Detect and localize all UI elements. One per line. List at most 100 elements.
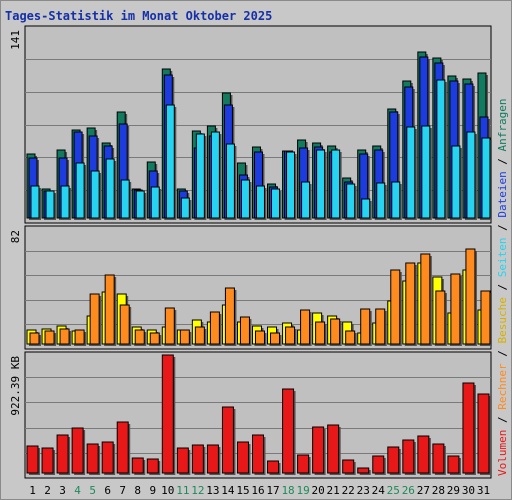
x-tick-label: 21 (327, 484, 340, 497)
legend-entry: / (496, 410, 509, 430)
x-tick-label: 31 (477, 484, 490, 497)
legend-entry: Seiten (496, 238, 509, 278)
x-tick-label: 17 (266, 484, 279, 497)
bar-seiten-day-22 (346, 183, 356, 219)
bar-volumen-day-25 (387, 446, 400, 474)
bar-rechner-day-29 (450, 273, 461, 345)
legend-entry: Besuche (496, 297, 509, 343)
bar-rechner-day-5 (89, 293, 100, 345)
bar-volumen-day-26 (402, 439, 415, 474)
bar-seiten-day-31 (481, 137, 491, 219)
bar-seiten-day-27 (421, 125, 431, 219)
x-tick-label: 11 (176, 484, 189, 497)
x-tick-label: 16 (251, 484, 264, 497)
bar-seiten-day-29 (451, 145, 461, 219)
bar-rechner-day-9 (149, 332, 160, 345)
x-tick-label: 28 (432, 484, 445, 497)
bar-volumen-day-4 (71, 427, 84, 474)
x-tick-label: 25 (387, 484, 400, 497)
bar-rechner-day-25 (390, 269, 401, 345)
x-tick-label: 30 (462, 484, 475, 497)
bar-seiten-day-5 (90, 170, 100, 219)
bar-rechner-day-24 (375, 308, 386, 345)
x-tick-label: 12 (191, 484, 204, 497)
bar-seiten-day-8 (135, 190, 145, 219)
page-title: Tages-Statistik im Monat Oktober 2025 (5, 9, 273, 23)
legend-entry: / (496, 151, 509, 171)
bar-rechner-day-6 (104, 274, 115, 345)
x-tick-label: 6 (104, 484, 111, 497)
bar-seiten-day-7 (120, 179, 130, 219)
bar-seiten-day-15 (240, 179, 250, 219)
bar-seiten-day-28 (436, 79, 446, 219)
x-tick-label: 10 (161, 484, 174, 497)
bar-seiten-day-9 (150, 186, 160, 219)
bar-rechner-day-28 (435, 290, 446, 345)
bar-seiten-day-14 (225, 143, 235, 219)
bar-volumen-day-23 (357, 467, 370, 474)
bar-rechner-day-31 (480, 290, 491, 345)
x-tick-label: 9 (149, 484, 156, 497)
x-tick-label: 29 (447, 484, 460, 497)
x-tick-label: 26 (402, 484, 415, 497)
bar-volumen-day-12 (191, 444, 204, 474)
bar-volumen-day-30 (462, 382, 475, 474)
bar-seiten-day-13 (210, 131, 220, 219)
x-tick-label: 18 (281, 484, 294, 497)
bar-rechner-day-22 (345, 330, 356, 345)
legend-entry: Anfragen (496, 98, 509, 151)
bar-volumen-day-19 (297, 454, 310, 474)
bar-seiten-day-17 (271, 188, 281, 219)
bar-volumen-day-18 (282, 388, 295, 474)
bar-seiten-day-12 (195, 133, 205, 219)
bar-rechner-day-2 (44, 330, 55, 345)
bar-volumen-day-29 (447, 455, 460, 474)
bar-seiten-day-6 (105, 158, 115, 219)
bar-rechner-day-19 (300, 309, 311, 345)
x-tick-label: 20 (312, 484, 325, 497)
bar-rechner-day-8 (134, 329, 145, 345)
bar-volumen-day-6 (101, 441, 114, 474)
legend-entry: / (496, 277, 509, 297)
bar-rechner-day-12 (194, 326, 205, 345)
bar-volumen-day-3 (56, 434, 69, 474)
bar-seiten-day-26 (406, 126, 416, 219)
legend-entry: Rechner (496, 363, 509, 410)
bar-rechner-day-15 (239, 316, 250, 345)
bar-rechner-day-20 (315, 321, 326, 345)
bar-seiten-day-16 (255, 185, 265, 219)
x-tick-label: 14 (221, 484, 235, 497)
bar-volumen-day-13 (206, 444, 219, 474)
bar-volumen-day-7 (116, 421, 129, 474)
bar-volumen-day-15 (236, 441, 249, 474)
x-tick-label: 24 (372, 484, 386, 497)
bar-volumen-day-5 (86, 443, 99, 474)
x-tick-label: 22 (342, 484, 355, 497)
bar-seiten-day-1 (30, 185, 40, 219)
bar-volumen-day-31 (477, 393, 490, 474)
bar-rechner-day-3 (59, 328, 70, 345)
bar-volumen-day-10 (161, 354, 174, 474)
bar-seiten-day-4 (75, 162, 85, 219)
bar-volumen-day-24 (372, 455, 385, 474)
bar-seiten-day-30 (466, 131, 476, 219)
bar-seiten-day-23 (361, 198, 371, 219)
bar-volumen-day-20 (312, 426, 325, 474)
bar-volumen-day-21 (327, 424, 340, 474)
bar-seiten-day-25 (391, 181, 401, 219)
legend-entry: / (496, 218, 509, 238)
bar-seiten-day-10 (165, 104, 175, 219)
y-max-label-middle: 82 (9, 230, 22, 243)
x-tick-label: 27 (417, 484, 430, 497)
x-tick-label: 23 (357, 484, 370, 497)
bar-rechner-day-7 (119, 304, 130, 345)
bar-rechner-day-23 (360, 308, 371, 345)
bar-rechner-day-1 (29, 332, 40, 345)
x-tick-label: 2 (44, 484, 51, 497)
x-tick-label: 1 (29, 484, 36, 497)
bar-rechner-day-10 (164, 307, 175, 345)
bar-volumen-day-28 (432, 443, 445, 474)
bar-rechner-day-21 (330, 318, 341, 345)
bar-volumen-day-9 (146, 458, 159, 474)
